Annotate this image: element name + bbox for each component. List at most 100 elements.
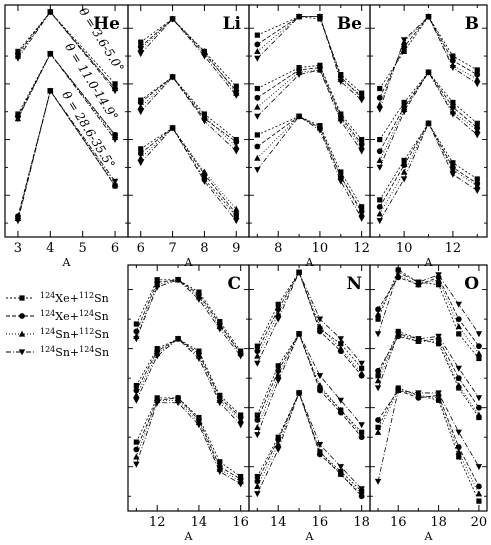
panel-c: 12 14 16 C A	[127, 264, 250, 543]
series-line	[377, 387, 480, 502]
data-point	[233, 83, 239, 89]
data-point	[316, 67, 324, 74]
data-point	[233, 210, 240, 217]
data-point	[359, 136, 365, 143]
panel-be: 8 10 12 Be A	[248, 4, 371, 269]
data-point	[295, 331, 303, 338]
data-point	[377, 197, 383, 203]
data-point	[254, 41, 261, 48]
series-line	[135, 338, 241, 416]
data-point	[254, 103, 261, 110]
data-point	[254, 132, 260, 138]
data-point	[275, 446, 282, 453]
x-tick-label: 12	[445, 241, 462, 256]
data-point	[254, 143, 261, 150]
x-tick-label: 20	[471, 515, 488, 530]
data-point	[375, 316, 381, 322]
data-point	[376, 106, 383, 113]
x-axis-label: A	[424, 256, 434, 269]
data-point	[14, 116, 22, 123]
data-point	[138, 146, 144, 152]
data-point	[295, 390, 303, 397]
legend-marker	[18, 349, 26, 356]
element-label: O	[464, 274, 479, 294]
data-point	[476, 355, 482, 362]
data-point	[154, 284, 161, 291]
data-point	[111, 88, 119, 95]
data-point	[254, 154, 261, 161]
series-line	[379, 15, 478, 105]
series-line	[379, 15, 478, 89]
data-point	[476, 483, 482, 490]
data-point	[133, 391, 140, 398]
data-point	[137, 45, 144, 52]
data-point	[254, 417, 261, 423]
data-point	[435, 272, 442, 279]
data-point	[137, 109, 144, 116]
series-line	[257, 67, 362, 145]
data-point	[374, 331, 382, 338]
panel-frame	[127, 264, 250, 512]
data-point	[233, 143, 240, 150]
data-point	[374, 385, 382, 392]
data-point	[138, 39, 144, 45]
data-point	[376, 164, 383, 171]
series-line	[379, 71, 478, 140]
data-point	[233, 92, 240, 99]
x-tick-label: 10	[312, 241, 329, 256]
data-point	[133, 461, 140, 468]
data-point	[474, 132, 481, 139]
data-point	[137, 51, 144, 58]
data-point	[254, 473, 260, 480]
data-point	[474, 71, 481, 78]
data-point	[174, 400, 182, 407]
data-point	[254, 352, 261, 359]
data-point	[316, 14, 324, 20]
data-point	[338, 169, 344, 175]
data-point	[376, 94, 383, 101]
data-point	[216, 400, 223, 407]
data-point	[254, 167, 261, 174]
x-tick-label: 18	[353, 515, 370, 530]
data-point	[275, 363, 281, 369]
data-point	[237, 353, 244, 360]
data-point	[14, 218, 22, 225]
x-tick-label: 12	[353, 241, 370, 256]
data-point	[400, 168, 408, 175]
x-tick-label: 12	[149, 515, 166, 530]
series-line	[377, 271, 480, 335]
data-point	[435, 394, 442, 401]
data-point	[395, 269, 402, 276]
data-point	[254, 432, 261, 439]
data-point	[475, 411, 483, 418]
data-point	[14, 55, 22, 62]
x-tick-label: 9	[232, 241, 240, 256]
data-point	[474, 126, 481, 133]
data-point	[400, 37, 408, 44]
data-point	[359, 204, 365, 210]
data-point	[254, 491, 261, 498]
series-line	[379, 15, 478, 98]
x-tick-label: 16	[232, 515, 249, 530]
series-line	[135, 402, 241, 485]
data-point	[376, 203, 383, 210]
data-point	[415, 279, 422, 286]
data-point	[455, 448, 462, 455]
x-tick-label: 16	[390, 515, 407, 530]
data-point	[338, 341, 344, 347]
x-tick-label: 14	[191, 515, 208, 530]
data-point	[174, 277, 182, 284]
legend-label: 124Xe+112Sn	[40, 291, 109, 305]
data-point	[476, 404, 482, 411]
data-point	[435, 390, 442, 397]
data-point	[337, 406, 344, 413]
data-point	[254, 360, 261, 367]
data-point	[254, 48, 261, 54]
data-point	[377, 136, 383, 143]
data-point	[375, 424, 381, 430]
data-point	[358, 422, 365, 429]
data-point	[455, 382, 462, 389]
legend-marker	[18, 330, 26, 337]
data-point	[169, 125, 176, 132]
